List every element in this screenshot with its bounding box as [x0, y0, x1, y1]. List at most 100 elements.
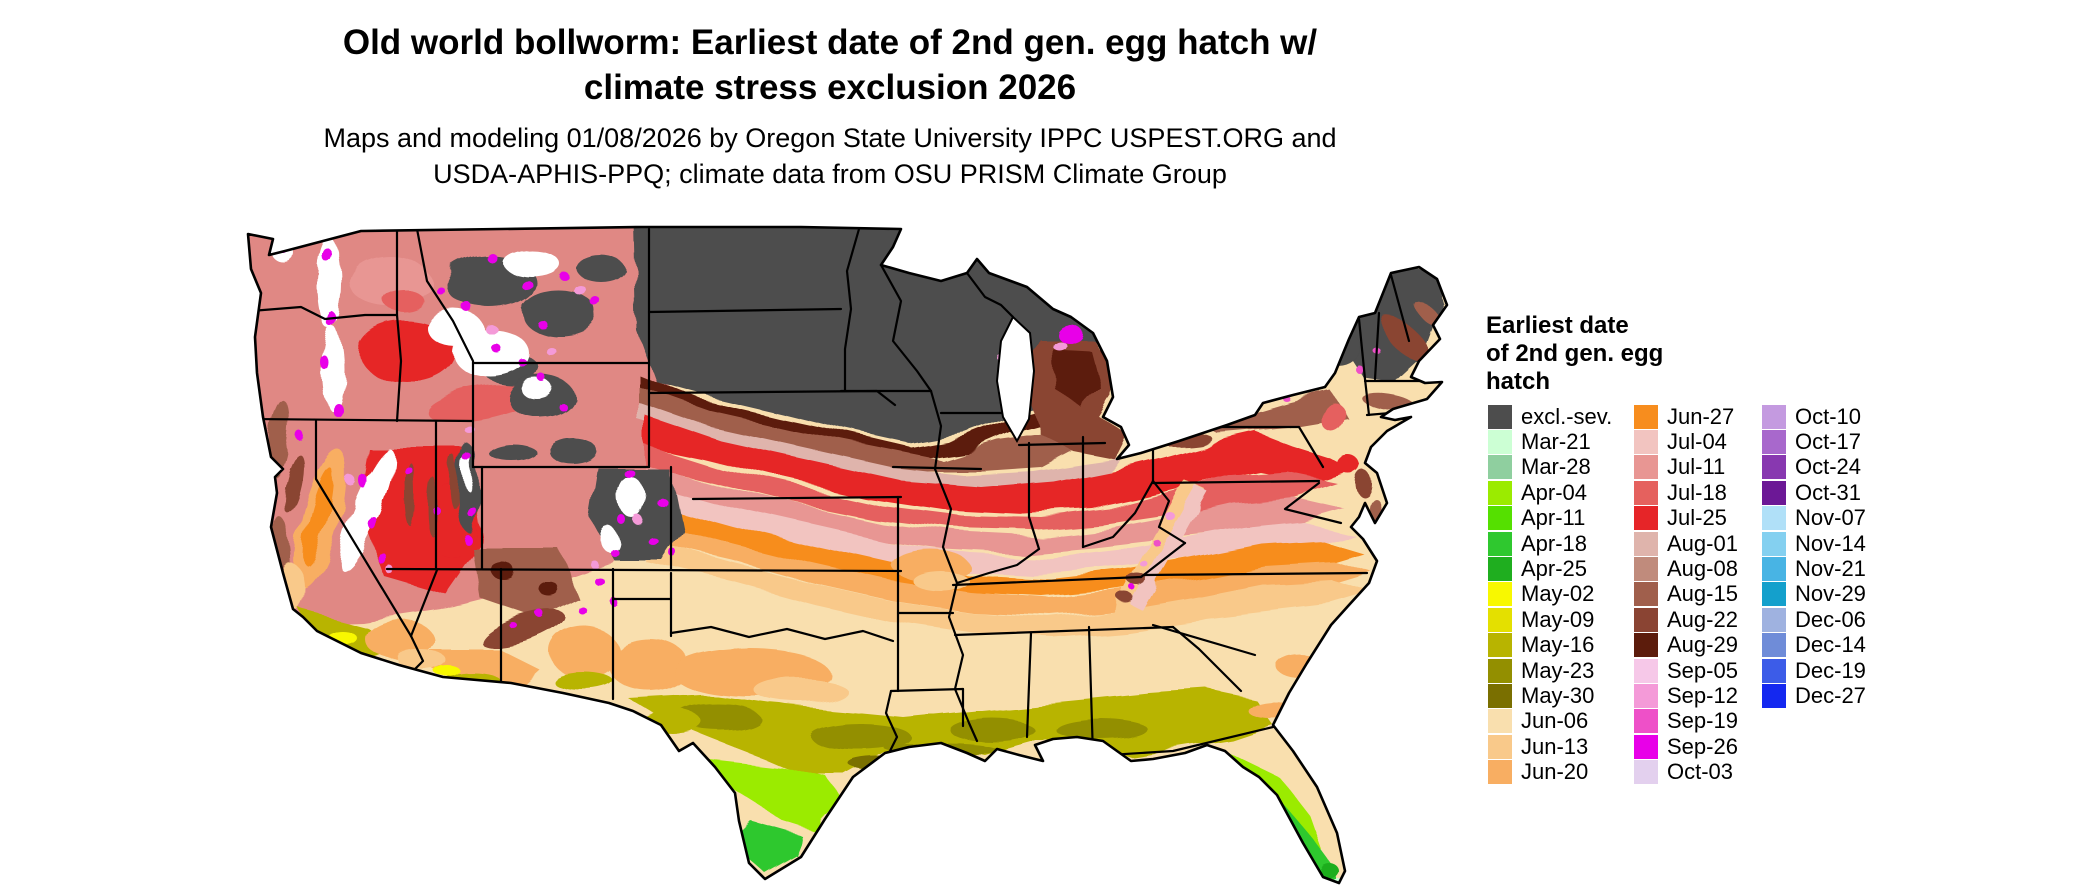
legend-item: Oct-31 [1762, 480, 1866, 505]
legend-date-label: Dec-06 [1795, 606, 1866, 632]
legend-item: May-09 [1488, 607, 1612, 632]
legend-item: Mar-21 [1488, 429, 1612, 455]
legend-title-line3: hatch [1486, 368, 1551, 395]
legend-color-swatch [1488, 506, 1512, 531]
legend-date-label: Mar-28 [1521, 454, 1591, 480]
legend-date-label: Oct-03 [1667, 759, 1734, 785]
legend-date-label: Apr-18 [1521, 530, 1588, 556]
page-title-line2: climate stress exclusion 2026 [583, 68, 1077, 107]
legend-color-swatch [1762, 430, 1786, 455]
legend-item: Nov-14 [1762, 531, 1866, 556]
legend-date-label: May-09 [1521, 606, 1595, 632]
legend-column-2: Jun-27 Jul-04 Jul-11 Jul-18 Jul-25 Aug-0… [1634, 404, 1738, 785]
legend-color-swatch [1634, 734, 1658, 759]
legend-item: May-23 [1488, 658, 1612, 683]
legend-date-label: Nov-07 [1795, 505, 1866, 531]
legend-title: Earliest date of 2nd gen. egg hatch [1486, 312, 1663, 396]
legend-date-label: Aug-01 [1667, 530, 1738, 556]
legend-item: Sep-12 [1634, 683, 1738, 708]
legend-color-swatch [1762, 557, 1786, 582]
legend-date-label: Aug-22 [1667, 606, 1738, 632]
legend-date-label: Jun-13 [1521, 733, 1589, 759]
legend-date-label: May-30 [1521, 682, 1595, 708]
legend-date-label: Sep-19 [1667, 708, 1738, 734]
legend-color-swatch [1634, 430, 1658, 455]
legend-item: Aug-29 [1634, 633, 1738, 658]
legend-item: Apr-18 [1488, 531, 1612, 556]
legend-color-swatch [1634, 683, 1658, 708]
legend-date-label: Jun-06 [1521, 708, 1589, 734]
legend-date-label: Apr-25 [1521, 556, 1588, 582]
legend-date-label: Mar-21 [1521, 429, 1591, 455]
legend-item: Oct-03 [1634, 759, 1738, 785]
legend-column-3: Oct-10 Oct-17 Oct-24 Oct-31 Nov-07 Nov-1… [1762, 404, 1866, 709]
lake-michigan [995, 315, 1036, 444]
legend-color-swatch [1634, 531, 1658, 556]
legend-date-label: Dec-27 [1795, 682, 1866, 708]
legend-column-1: excl.-sev. Mar-21 Mar-28 Apr-04 Apr-11 A… [1488, 404, 1612, 785]
legend-item: Jun-13 [1488, 734, 1612, 759]
legend-date-label: Jul-25 [1667, 505, 1727, 531]
legend-date-label: May-02 [1521, 581, 1595, 607]
legend-color-swatch [1488, 557, 1512, 582]
legend-color-swatch [1488, 658, 1512, 683]
legend-color-swatch [1634, 404, 1658, 429]
legend-color-swatch [1762, 480, 1786, 505]
legend-color-swatch [1634, 557, 1658, 582]
legend-item: May-02 [1488, 582, 1612, 607]
legend-item: Sep-05 [1634, 658, 1738, 683]
legend-item: Oct-10 [1762, 404, 1866, 429]
legend-date-label: Nov-29 [1795, 581, 1866, 607]
legend-color-swatch [1634, 709, 1658, 734]
legend-item: Dec-14 [1762, 633, 1866, 658]
legend-date-label: Dec-19 [1795, 657, 1866, 683]
legend-date-label: Dec-14 [1795, 632, 1866, 658]
legend-color-swatch [1488, 480, 1512, 505]
legend-color-swatch [1488, 683, 1512, 708]
legend-date-label: Jul-04 [1667, 429, 1727, 455]
legend-date-label: Apr-04 [1521, 479, 1588, 505]
legend-color-swatch [1488, 709, 1512, 734]
legend-color-swatch [1762, 582, 1786, 607]
legend-color-swatch [1762, 506, 1786, 531]
legend-item: Jul-25 [1634, 506, 1738, 531]
legend-item: Nov-07 [1762, 506, 1866, 531]
legend-item: Dec-27 [1762, 683, 1866, 708]
legend-date-label: Jun-27 [1667, 403, 1735, 429]
legend-date-label: Apr-11 [1521, 505, 1586, 531]
legend-color-swatch [1488, 760, 1512, 785]
legend-item: May-30 [1488, 683, 1612, 708]
legend-item: Sep-19 [1634, 709, 1738, 734]
legend-color-swatch [1488, 633, 1512, 658]
legend-title-line1: Earliest date [1486, 312, 1629, 339]
legend-item: Sep-26 [1634, 734, 1738, 759]
legend-date-label: Oct-10 [1795, 403, 1862, 429]
legend-date-label: Jun-20 [1521, 759, 1589, 785]
legend-date-label: Oct-24 [1795, 454, 1862, 480]
legend-color-swatch [1762, 633, 1786, 658]
legend-date-label: Nov-21 [1795, 556, 1866, 582]
legend-item: Dec-19 [1762, 658, 1866, 683]
legend-item: Apr-04 [1488, 480, 1612, 505]
legend-item: Mar-28 [1488, 455, 1612, 480]
page-title: Old world bollworm: Earliest date of 2nd… [0, 20, 1660, 110]
legend-item: May-16 [1488, 633, 1612, 658]
legend-color-swatch [1488, 531, 1512, 556]
legend-date-label: Aug-08 [1667, 556, 1738, 582]
legend-color-swatch [1762, 658, 1786, 683]
legend-color-swatch [1634, 506, 1658, 531]
legend-date-label: Jul-11 [1667, 454, 1726, 480]
legend-item: Apr-11 [1488, 506, 1612, 531]
legend-color-swatch [1634, 633, 1658, 658]
page-subtitle: Maps and modeling 01/08/2026 by Oregon S… [0, 120, 1660, 192]
legend-item: Aug-15 [1634, 582, 1738, 607]
legend-date-label: Oct-31 [1795, 479, 1862, 505]
national-outline [246, 225, 1449, 885]
legend-date-label: Sep-05 [1667, 657, 1738, 683]
legend-item: Jul-11 [1634, 455, 1738, 480]
legend-date-label: Oct-17 [1795, 429, 1862, 455]
legend-item: Jul-18 [1634, 480, 1738, 505]
legend-color-swatch [1488, 607, 1512, 632]
legend-color-swatch [1634, 760, 1658, 785]
